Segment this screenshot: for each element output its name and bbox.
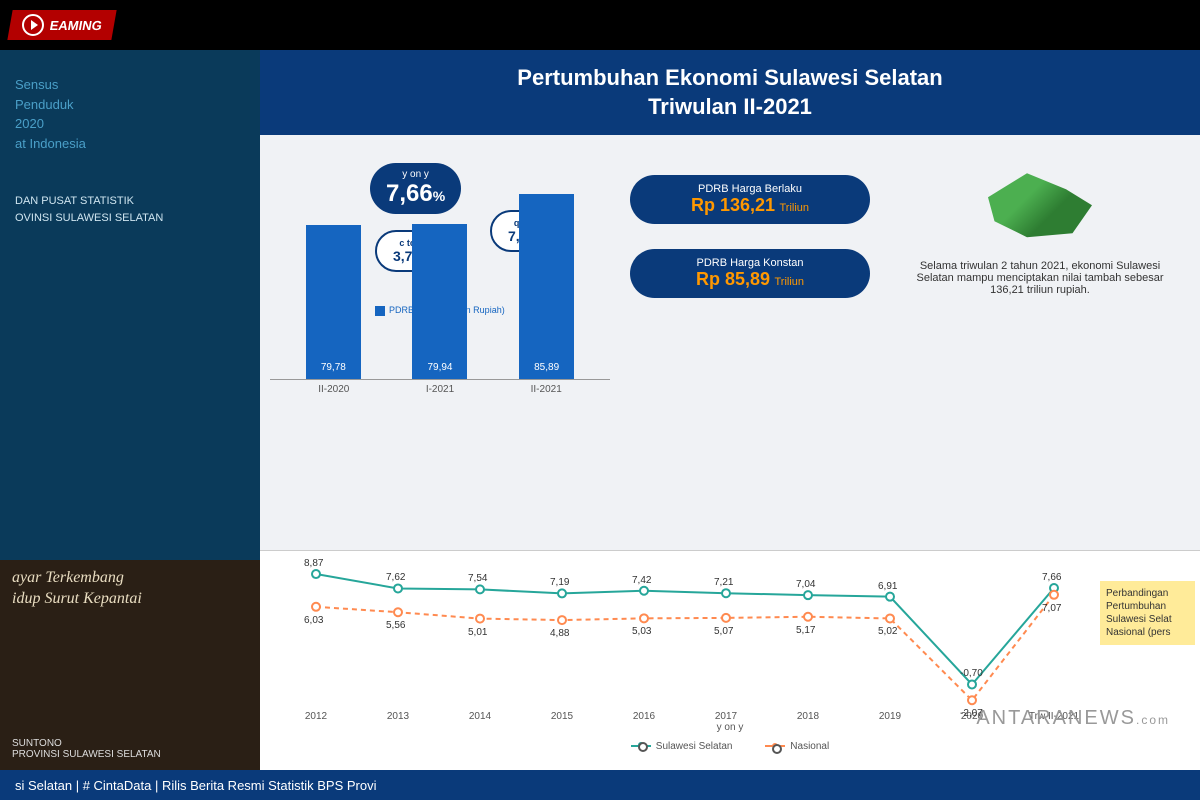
stat-berlaku: PDRB Harga Berlaku Rp 136,21 Triliun <box>630 175 870 224</box>
sidebar: Sensus Penduduk 2020 at Indonesia DAN PU… <box>0 50 260 770</box>
bar-chart: y on y 7,66% c to c 3,71% q to q 7,44% P… <box>270 145 610 540</box>
presenter-caption: SUNTONO PROVINSI SULAWESI SELATAN <box>12 738 161 760</box>
bar-item: 85,89 <box>519 194 574 379</box>
stat-konstan: PDRB Harga Konstan Rp 85,89 Triliun <box>630 249 870 298</box>
comparison-label: Perbandingan Pertumbuhan Sulawesi Selat … <box>1100 581 1195 645</box>
slide-title: Pertumbuhan Ekonomi Sulawesi Selatan Tri… <box>260 50 1200 135</box>
census-logo: Sensus Penduduk 2020 at Indonesia <box>15 75 245 153</box>
line-legend: Sulawesi Selatan Nasional <box>275 739 1185 752</box>
line-chart-panel: 8,877,627,547,197,427,217,046,91-0,707,6… <box>260 550 1200 770</box>
description-panel: Selama triwulan 2 tahun 2021, ekonomi Su… <box>890 145 1190 540</box>
yoy-bubble: y on y 7,66% <box>370 163 461 214</box>
line-chart-svg <box>275 561 1095 711</box>
news-ticker: si Selatan | # CintaData | Rilis Berita … <box>0 770 1200 800</box>
top-bar: EAMING <box>0 0 1200 50</box>
map-icon <box>975 165 1105 245</box>
stats-panel: PDRB Harga Berlaku Rp 136,21 Triliun PDR… <box>620 145 880 540</box>
org-name: DAN PUSAT STATISTIK OVINSI SULAWESI SELA… <box>15 193 245 226</box>
badge-text: EAMING <box>49 18 104 33</box>
slide-content: Pertumbuhan Ekonomi Sulawesi Selatan Tri… <box>260 50 1200 770</box>
presenter-video: ayar Terkembang idup Surut Kepantai SUNT… <box>0 560 260 770</box>
play-icon <box>22 14 44 36</box>
watermark: ANTARANEWS.com <box>976 707 1170 730</box>
slogan: ayar Terkembang idup Surut Kepantai <box>12 568 248 610</box>
bar-item: 79,78 <box>306 225 361 379</box>
bar-item: 79,94 <box>412 224 467 379</box>
description-text: Selama triwulan 2 tahun 2021, ekonomi Su… <box>900 260 1180 296</box>
streaming-badge: EAMING <box>7 10 116 40</box>
